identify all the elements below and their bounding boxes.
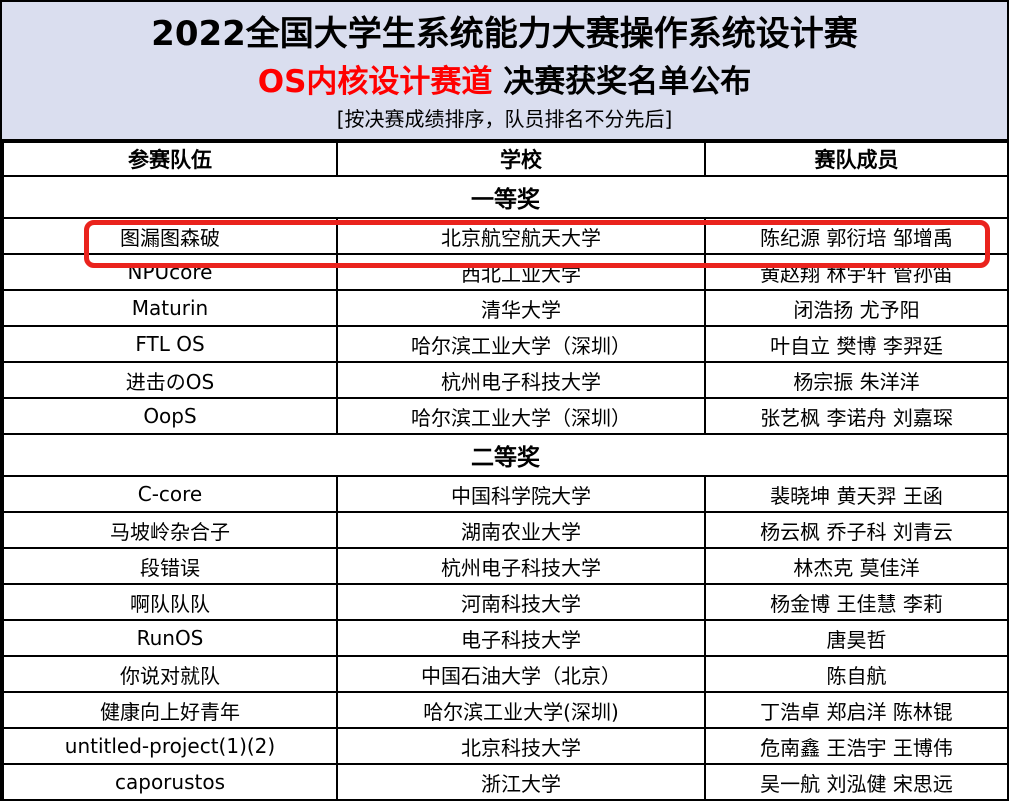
award-section-row: 二等奖 bbox=[2, 433, 1009, 478]
table-row: 段错误 杭州电子科技大学 林杰克 莫佳洋 bbox=[2, 547, 1009, 586]
table-row: 啊队队队 河南科技大学 杨金博 王佳慧 李莉 bbox=[2, 583, 1009, 622]
table-row: RunOS 电子科技大学 唐昊哲 bbox=[2, 619, 1009, 658]
team-cell: RunOS bbox=[2, 619, 338, 658]
column-header-school: 学校 bbox=[336, 141, 706, 178]
members-cell: 杨金博 王佳慧 李莉 bbox=[704, 583, 1009, 622]
school-cell: 北京科技大学 bbox=[336, 727, 706, 766]
team-cell: C-core bbox=[2, 475, 338, 514]
table-row: FTL OS 哈尔滨工业大学（深圳） 叶自立 樊博 李羿廷 bbox=[2, 325, 1009, 364]
subtitle-announcement: 决赛获奖名单公布 bbox=[492, 63, 752, 100]
school-cell: 中国石油大学（北京） bbox=[336, 655, 706, 694]
team-cell: Maturin bbox=[2, 289, 338, 328]
school-cell: 哈尔滨工业大学（深圳） bbox=[336, 325, 706, 364]
team-cell: 马坡岭杂合子 bbox=[2, 511, 338, 550]
team-cell: 段错误 bbox=[2, 547, 338, 586]
school-cell: 北京航空航天大学 bbox=[336, 217, 706, 256]
members-cell: 陈纪源 郭衍培 邹增禹 bbox=[704, 217, 1009, 256]
banner: 2022全国大学生系统能力大赛操作系统设计赛 OS内核设计赛道 决赛获奖名单公布… bbox=[2, 2, 1007, 142]
members-cell: 陈自航 bbox=[704, 655, 1009, 694]
team-cell: NPUcore bbox=[2, 253, 338, 292]
table-row: 马坡岭杂合子 湖南农业大学 杨云枫 乔子科 刘青云 bbox=[2, 511, 1009, 550]
school-cell: 杭州电子科技大学 bbox=[336, 547, 706, 586]
members-cell: 唐昊哲 bbox=[704, 619, 1009, 658]
table-row: 进击のOS 杭州电子科技大学 杨宗振 朱洋洋 bbox=[2, 361, 1009, 400]
school-cell: 哈尔滨工业大学(深圳) bbox=[336, 691, 706, 730]
members-cell: 闭浩扬 尤予阳 bbox=[704, 289, 1009, 328]
table-row: 健康向上好青年 哈尔滨工业大学(深圳) 丁浩卓 郑启洋 陈林锟 bbox=[2, 691, 1009, 730]
members-cell: 杨云枫 乔子科 刘青云 bbox=[704, 511, 1009, 550]
school-cell: 西北工业大学 bbox=[336, 253, 706, 292]
team-cell: 图漏图森破 bbox=[2, 217, 338, 256]
school-cell: 中国科学院大学 bbox=[336, 475, 706, 514]
team-cell: 进击のOS bbox=[2, 361, 338, 400]
members-cell: 黄赵翔 林宇轩 管孙笛 bbox=[704, 253, 1009, 292]
table-row: C-core 中国科学院大学 裴晓坤 黄天羿 王函 bbox=[2, 475, 1009, 514]
award-label: 一等奖 bbox=[2, 175, 1009, 220]
members-cell: 危南鑫 王浩宇 王博伟 bbox=[704, 727, 1009, 766]
sorting-note: [按决赛成绩排序，队员排名不分先后] bbox=[336, 107, 673, 132]
school-cell: 湖南农业大学 bbox=[336, 511, 706, 550]
members-cell: 丁浩卓 郑启洋 陈林锟 bbox=[704, 691, 1009, 730]
school-cell: 清华大学 bbox=[336, 289, 706, 328]
page-title: 2022全国大学生系统能力大赛操作系统设计赛 bbox=[151, 14, 858, 54]
school-cell: 河南科技大学 bbox=[336, 583, 706, 622]
awards-table: 参赛队伍 学校 赛队成员 一等奖 图漏图森破 北京航空航天大学 陈纪源 郭衍培 … bbox=[2, 141, 1009, 802]
table-row: 图漏图森破 北京航空航天大学 陈纪源 郭衍培 邹增禹 bbox=[2, 217, 1009, 256]
table-row: untitled-project(1)(2) 北京科技大学 危南鑫 王浩宇 王博… bbox=[2, 727, 1009, 766]
team-cell: FTL OS bbox=[2, 325, 338, 364]
table-header-row: 参赛队伍 学校 赛队成员 bbox=[2, 141, 1009, 178]
award-label: 二等奖 bbox=[2, 433, 1009, 478]
team-cell: 健康向上好青年 bbox=[2, 691, 338, 730]
members-cell: 裴晓坤 黄天羿 王函 bbox=[704, 475, 1009, 514]
team-cell: 啊队队队 bbox=[2, 583, 338, 622]
table-row: caporustos 浙江大学 吴一航 刘泓健 宋思远 bbox=[2, 763, 1009, 802]
members-cell: 林杰克 莫佳洋 bbox=[704, 547, 1009, 586]
awards-table-body: 一等奖 图漏图森破 北京航空航天大学 陈纪源 郭衍培 邹增禹 NPUcore 西… bbox=[2, 175, 1009, 802]
team-cell: OopS bbox=[2, 397, 338, 436]
column-header-team: 参赛队伍 bbox=[2, 141, 338, 178]
table-row: 你说对就队 中国石油大学（北京） 陈自航 bbox=[2, 655, 1009, 694]
table-row: NPUcore 西北工业大学 黄赵翔 林宇轩 管孙笛 bbox=[2, 253, 1009, 292]
award-section-row: 一等奖 bbox=[2, 175, 1009, 220]
members-cell: 杨宗振 朱洋洋 bbox=[704, 361, 1009, 400]
school-cell: 哈尔滨工业大学（深圳） bbox=[336, 397, 706, 436]
school-cell: 电子科技大学 bbox=[336, 619, 706, 658]
table-row: Maturin 清华大学 闭浩扬 尤予阳 bbox=[2, 289, 1009, 328]
school-cell: 浙江大学 bbox=[336, 763, 706, 802]
table-row: OopS 哈尔滨工业大学（深圳） 张艺枫 李诺舟 刘嘉琛 bbox=[2, 397, 1009, 436]
subtitle-track-name: OS内核设计赛道 bbox=[257, 63, 493, 100]
members-cell: 叶自立 樊博 李羿廷 bbox=[704, 325, 1009, 364]
team-cell: untitled-project(1)(2) bbox=[2, 727, 338, 766]
team-cell: caporustos bbox=[2, 763, 338, 802]
members-cell: 吴一航 刘泓健 宋思远 bbox=[704, 763, 1009, 802]
members-cell: 张艺枫 李诺舟 刘嘉琛 bbox=[704, 397, 1009, 436]
team-cell: 你说对就队 bbox=[2, 655, 338, 694]
page-subtitle: OS内核设计赛道 决赛获奖名单公布 bbox=[2, 62, 1007, 102]
column-header-members: 赛队成员 bbox=[704, 141, 1009, 178]
school-cell: 杭州电子科技大学 bbox=[336, 361, 706, 400]
